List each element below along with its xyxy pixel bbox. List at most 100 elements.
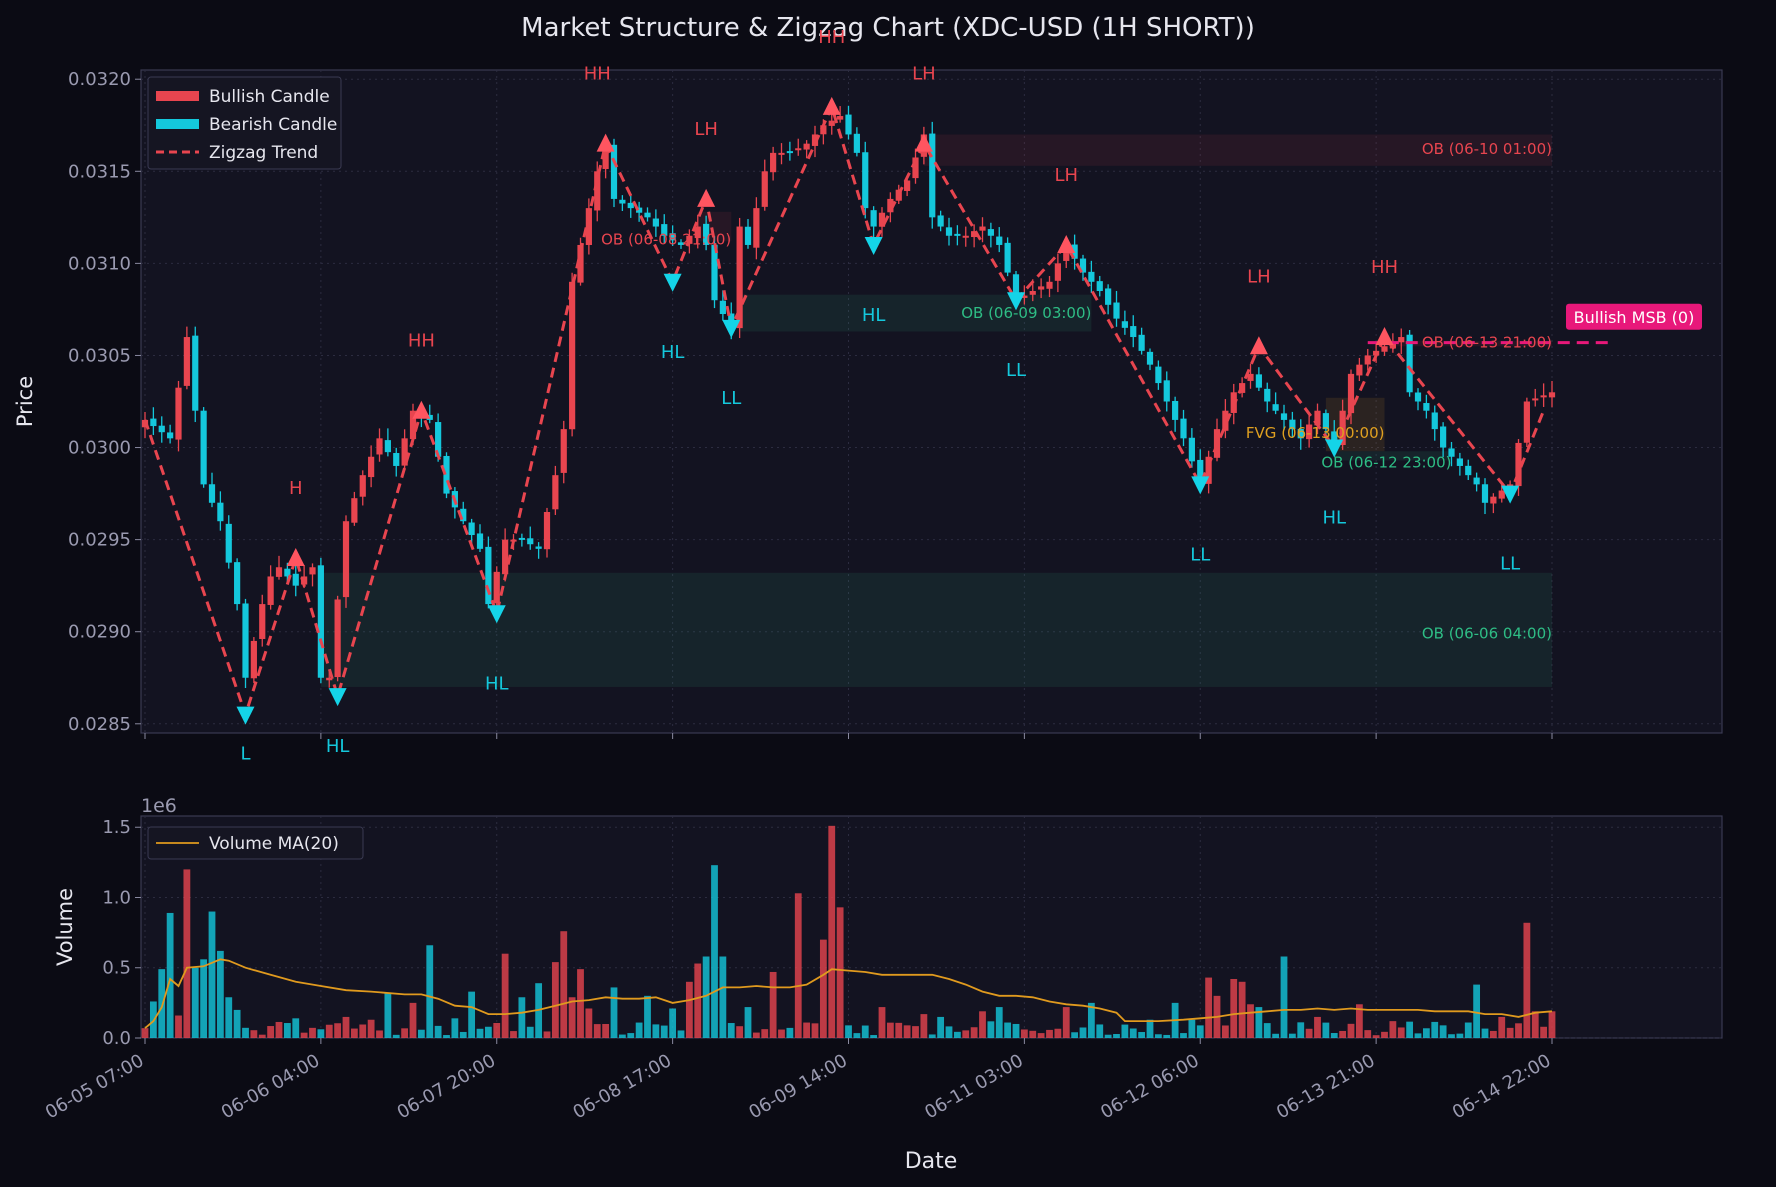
pivot-low-marker (1325, 439, 1344, 458)
candle-bearish (225, 523, 232, 563)
volume-bar (1473, 984, 1481, 1038)
price-tick-label: 0.0310 (68, 253, 131, 274)
candle-bearish (719, 300, 726, 315)
zone-label: FVG (06-13 00:00) (1246, 424, 1385, 442)
volume-bar (275, 1021, 283, 1038)
volume-bar (417, 1029, 425, 1038)
candle-bearish (485, 546, 492, 605)
candle-bearish (1188, 437, 1195, 462)
volume-bar (585, 1008, 593, 1038)
pivot-low-marker (663, 273, 682, 292)
volume-bar (560, 931, 568, 1038)
candle-bearish (1130, 326, 1137, 338)
candle-bearish (1414, 392, 1422, 402)
candle-bearish (535, 546, 542, 549)
candle-bullish (1222, 410, 1229, 431)
volume-bar (962, 1030, 970, 1038)
candle-bearish (1481, 484, 1489, 503)
legend-label: Volume MA(20) (209, 834, 339, 854)
candle-bearish (661, 224, 668, 236)
candle-bearish (200, 410, 207, 485)
volume-bar (1305, 1028, 1313, 1038)
volume-bar (267, 1026, 275, 1038)
pivot-high-marker (286, 548, 305, 567)
candle-bullish (1247, 373, 1254, 381)
volume-bar (1448, 1034, 1455, 1038)
candle-bullish (175, 387, 182, 440)
volume-bar (216, 950, 224, 1038)
legend-label: Bullish Candle (209, 87, 330, 107)
candle-bearish (845, 114, 852, 135)
candle-bearish (435, 422, 442, 457)
candle-bullish (1021, 295, 1028, 298)
candle-bullish (342, 521, 350, 598)
msb-badge-label: Bullish MSB (0) (1574, 308, 1695, 327)
candle-bearish (996, 236, 1003, 245)
candle-bullish (376, 438, 383, 455)
candle-bullish (736, 226, 743, 329)
candle-bearish (644, 212, 651, 218)
volume-bar (233, 1009, 241, 1038)
candle-bullish (971, 231, 978, 238)
candle-bullish (778, 152, 785, 155)
volume-bar (1414, 1033, 1422, 1038)
candle-bearish (1088, 271, 1095, 282)
candle-bullish (493, 571, 500, 604)
volume-bar (409, 1002, 417, 1038)
candle-bullish (250, 640, 257, 679)
candle-bullish (1381, 346, 1388, 352)
candle-bearish (443, 455, 450, 494)
volume-bar (970, 1027, 978, 1038)
candle-bullish (1398, 337, 1405, 343)
candle-bearish (945, 227, 953, 236)
candle-bearish (192, 335, 199, 411)
volume-bar (1020, 1029, 1028, 1038)
pivot-high-marker (697, 188, 716, 207)
pivot-high-marker (596, 133, 615, 152)
volume-bar (258, 1034, 266, 1038)
volume-bar (1230, 978, 1238, 1038)
volume-bar (191, 967, 199, 1038)
structure-label: LL (1190, 544, 1210, 565)
pivot-low-marker (328, 688, 347, 707)
volume-bar (803, 1022, 811, 1038)
candle-bearish (1105, 288, 1112, 305)
volume-bar (1129, 1028, 1137, 1038)
volume-bar (359, 1024, 367, 1038)
candle-bullish (1548, 392, 1556, 398)
volume-bar (1113, 1034, 1120, 1038)
volume-bar (995, 1007, 1003, 1038)
candle-bearish (1440, 426, 1447, 448)
volume-bar (1389, 1021, 1397, 1038)
volume-bars (141, 825, 1556, 1038)
volume-bar (652, 1024, 660, 1038)
volume-bar (342, 1016, 350, 1038)
structure-label: HH (408, 331, 435, 352)
volume-bar (1397, 1027, 1405, 1038)
structure-label: HL (661, 342, 685, 363)
volume-bar (761, 1029, 769, 1038)
volume-bar (794, 893, 802, 1038)
candle-bullish (585, 208, 592, 246)
volume-bar (635, 1022, 643, 1038)
candle-bearish (1155, 366, 1162, 384)
volume-bar (752, 1032, 760, 1038)
candle-bearish (234, 562, 241, 605)
volume-bar (1012, 1023, 1020, 1038)
candle-bullish (803, 143, 810, 150)
volume-bar (1196, 1025, 1204, 1038)
volume-bar (744, 1007, 752, 1038)
candle-bearish (862, 152, 869, 209)
candle-bullish (1038, 286, 1045, 290)
pivot-high-marker (412, 400, 431, 419)
structure-label: LL (721, 388, 741, 409)
price-tick-label: 0.0295 (68, 530, 131, 551)
candle-bullish (1540, 395, 1547, 398)
legend-label: Bearish Candle (209, 115, 337, 135)
volume-bar (1037, 1033, 1045, 1038)
volume-bar (1498, 1016, 1506, 1038)
structure-label: HL (862, 305, 886, 326)
volume-bar (1481, 1028, 1489, 1038)
pivot-high-marker (914, 133, 933, 152)
volume-bar (183, 869, 191, 1038)
